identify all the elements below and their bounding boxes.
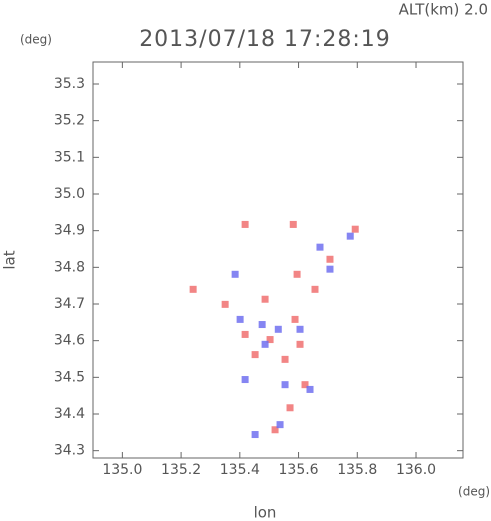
echo-point xyxy=(311,285,319,293)
echo-point xyxy=(251,431,259,439)
echo-point xyxy=(296,325,304,333)
echo-point xyxy=(236,315,244,323)
y-tick-label: 34.8 xyxy=(54,259,85,275)
echo-point xyxy=(281,355,289,363)
echo-point xyxy=(189,285,197,293)
echo-point xyxy=(241,330,249,338)
y-tick-label: 34.3 xyxy=(54,443,85,459)
y-tick-label: 35.2 xyxy=(54,113,85,129)
echo-point xyxy=(316,243,324,251)
plot-frame xyxy=(92,61,464,459)
echo-point xyxy=(296,340,304,348)
echo-point xyxy=(289,220,297,228)
echo-point xyxy=(261,340,269,348)
echo-point xyxy=(261,295,269,303)
echo-point xyxy=(276,421,284,429)
y-tick-label: 34.9 xyxy=(54,223,85,239)
echo-point xyxy=(286,404,294,412)
y-tick-label: 34.6 xyxy=(54,333,85,349)
echo-point xyxy=(326,265,334,273)
x-axis-label: lon xyxy=(254,504,277,521)
echo-point xyxy=(271,426,279,434)
echo-point xyxy=(241,376,249,384)
y-tick-label: 35.3 xyxy=(54,76,85,92)
echo-point xyxy=(326,255,334,263)
chart-title: 2013/07/18 17:28:19 xyxy=(139,27,391,52)
echo-point xyxy=(221,300,229,308)
x-tick-label: 135.0 xyxy=(102,462,142,478)
subtitle: ALT(km) 2.0 xyxy=(399,1,488,19)
y-tick-label: 35.1 xyxy=(54,149,85,165)
y-tick-label: 34.4 xyxy=(54,406,85,422)
echo-point xyxy=(251,351,259,359)
echo-point xyxy=(266,336,274,344)
y-tick-label: 34.7 xyxy=(54,296,85,312)
echo-point xyxy=(293,270,301,278)
x-tick-label: 135.6 xyxy=(279,462,319,478)
x-unit: (deg) xyxy=(458,485,490,499)
y-unit: (deg) xyxy=(20,33,52,47)
x-tick-label: 136.0 xyxy=(396,462,436,478)
echo-point xyxy=(274,325,282,333)
y-tick-label: 34.5 xyxy=(54,369,85,385)
y-axis-label: lat xyxy=(1,250,19,269)
x-tick-label: 135.4 xyxy=(220,462,260,478)
echo-point xyxy=(241,220,249,228)
echo-point xyxy=(346,232,354,240)
echo-point xyxy=(306,385,314,393)
echo-point xyxy=(291,315,299,323)
y-tick-label: 35.0 xyxy=(54,186,85,202)
echo-point xyxy=(281,381,289,389)
echo-point xyxy=(351,225,359,233)
echo-point xyxy=(231,270,239,278)
x-tick-label: 135.8 xyxy=(337,462,377,478)
echo-point xyxy=(301,381,309,389)
x-tick-label: 135.2 xyxy=(161,462,201,478)
echo-point xyxy=(258,321,266,329)
